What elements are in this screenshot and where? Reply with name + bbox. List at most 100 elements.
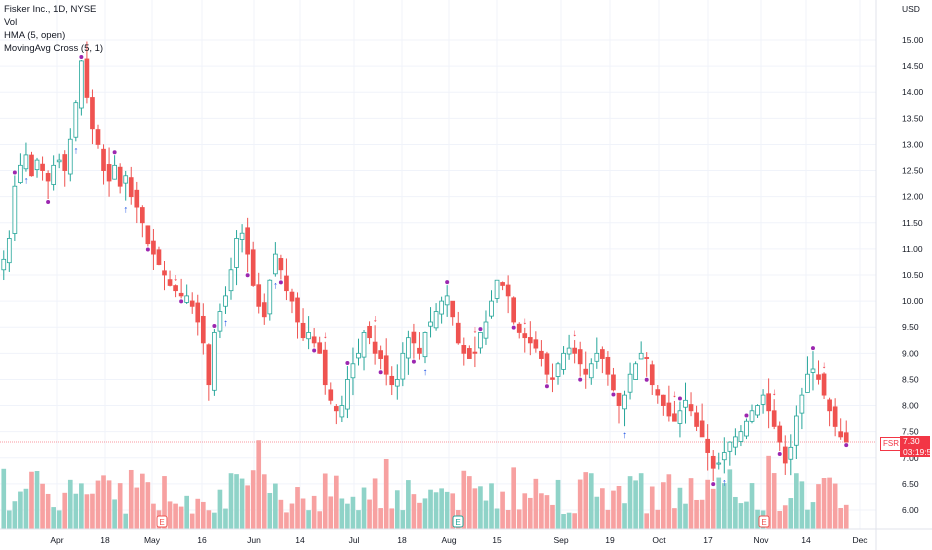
- volume-bar: [367, 499, 372, 529]
- volume-bar: [439, 488, 444, 529]
- volume-bar: [195, 498, 201, 529]
- volume-bar: [167, 501, 173, 529]
- earnings-badge[interactable]: [758, 515, 770, 528]
- candle-body: [666, 402, 672, 417]
- hma-dot: [711, 482, 716, 487]
- candle-body: [328, 389, 334, 401]
- time-tick-label: Aug: [441, 535, 456, 545]
- volume-bar: [394, 490, 400, 529]
- legend-title[interactable]: Fisker Inc., 1D, NYSE: [4, 4, 97, 15]
- price-tick-label: 6.00: [902, 505, 919, 515]
- candle-body: [173, 285, 178, 292]
- candle-body: [117, 166, 123, 187]
- sell-arrow-icon: ↓: [572, 328, 577, 339]
- price-axis-bg[interactable]: [876, 0, 932, 550]
- volume-bar: [311, 495, 317, 529]
- candle-body: [694, 412, 699, 427]
- candle-body: [710, 455, 716, 469]
- price-tick-label: 8.50: [902, 374, 919, 384]
- buy-arrow-icon: ↑: [622, 430, 627, 441]
- candle-body: [799, 394, 805, 414]
- candle-body: [217, 311, 223, 332]
- candle-body: [372, 341, 378, 354]
- sell-arrow-icon: ↓: [772, 387, 777, 398]
- earnings-badge[interactable]: [452, 515, 464, 528]
- candle-body: [583, 368, 589, 375]
- candle-body: [411, 331, 417, 344]
- volume-bar: [467, 476, 472, 529]
- volume-bar: [594, 496, 600, 529]
- candle-body: [777, 425, 783, 443]
- volume-bar: [483, 500, 489, 529]
- sell-arrow-icon: ↓: [522, 316, 527, 327]
- candle-body: [250, 249, 256, 286]
- volume-bar: [699, 499, 705, 529]
- volume-bar: [738, 503, 744, 529]
- candle-body: [134, 189, 140, 208]
- volume-bar: [433, 492, 439, 529]
- candle-body: [345, 379, 350, 410]
- volume-bar: [278, 499, 284, 529]
- volume-bar: [616, 485, 622, 529]
- legend-vol[interactable]: Vol: [4, 17, 18, 28]
- volume-bar: [84, 494, 90, 529]
- candle-body: [816, 374, 821, 380]
- volume-bar: [67, 479, 73, 529]
- volume-bar: [23, 488, 29, 529]
- candle-body: [29, 154, 34, 177]
- candle-body: [406, 337, 411, 359]
- price-tick-label: 12.50: [902, 166, 924, 176]
- volume-bar: [34, 470, 40, 529]
- candle-body: [256, 284, 262, 307]
- candle-body: [721, 452, 727, 461]
- candle-body: [533, 339, 539, 349]
- volume-bar: [550, 504, 555, 529]
- volume-bar: [472, 488, 478, 529]
- volume-bar: [461, 470, 467, 529]
- candle-body: [677, 410, 683, 424]
- legend-mac[interactable]: MovingAvg Cross (5, 1): [4, 43, 104, 54]
- price-tick-label: 9.50: [902, 322, 919, 332]
- candle-body: [550, 377, 555, 380]
- volume-bar: [267, 492, 273, 529]
- price-tick-label: 9.00: [902, 348, 919, 358]
- grid: [0, 0, 876, 529]
- candle-body: [367, 325, 372, 339]
- time-axis-ticks: Apr 18 May 16 Jun 14 Jul 18 Aug 15 Sep 19 Oct 17 Nov 14…: [50, 535, 868, 545]
- sell-arrow-icon: ↓: [672, 389, 677, 400]
- buy-arrow-icon: ↑: [123, 205, 128, 216]
- candle-body: [151, 240, 156, 255]
- volume-bar: [428, 489, 433, 529]
- candle-body: [622, 394, 627, 410]
- candle-body: [572, 347, 577, 354]
- candle-body: [539, 350, 544, 359]
- volume-bar: [744, 501, 749, 529]
- volume-bar: [771, 473, 777, 529]
- earnings-badge[interactable]: [156, 515, 168, 528]
- candle-body: [810, 368, 816, 373]
- candle-body: [760, 394, 766, 405]
- candle-body: [838, 431, 844, 438]
- candle-body: [605, 356, 611, 375]
- candle-body: [84, 58, 90, 98]
- candle-body: [738, 431, 744, 442]
- legend-hma[interactable]: HMA (5, open): [4, 30, 66, 41]
- sell-arrow-icon: ↓: [373, 313, 378, 324]
- candle-body: [555, 363, 561, 377]
- candle-body: [106, 164, 112, 182]
- candle-body: [516, 323, 522, 333]
- candle-body: [494, 279, 500, 299]
- candle-body: [139, 207, 145, 224]
- hma-dot: [278, 280, 283, 285]
- volume-bar: [843, 504, 849, 529]
- volume-bar: [522, 493, 528, 529]
- buy-arrow-icon: ↑: [273, 281, 278, 292]
- earnings-badge-label: E: [761, 518, 766, 527]
- candle-body: [378, 350, 384, 359]
- candle-body: [184, 295, 190, 303]
- buy-arrow-icon: ↑: [722, 477, 727, 488]
- candle-body: [356, 352, 361, 359]
- price-tick-label: 13.00: [902, 139, 924, 149]
